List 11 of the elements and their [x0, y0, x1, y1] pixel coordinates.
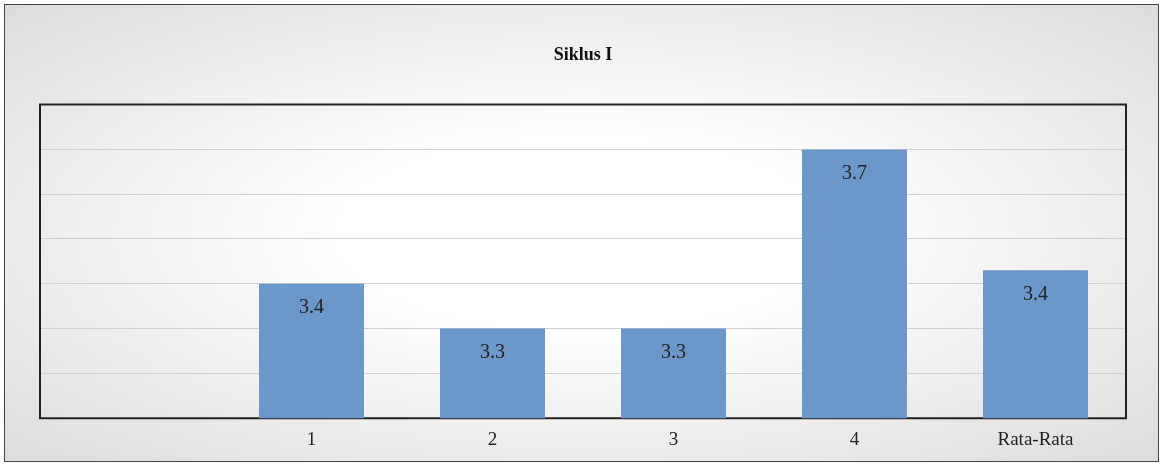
- data-label: 3.7: [842, 160, 867, 183]
- x-tick-label: Rata-Rata: [997, 427, 1075, 449]
- x-tick-label: 4: [849, 427, 860, 449]
- data-label: 3.3: [480, 339, 505, 362]
- data-label: 3.3: [661, 339, 686, 362]
- data-label: 3.4: [1023, 281, 1048, 304]
- x-tick-label: 3: [668, 427, 679, 449]
- x-tick-label: 2: [487, 427, 498, 449]
- chart-title: Siklus I: [553, 44, 613, 65]
- data-label: 3.4: [299, 295, 324, 318]
- x-tick-label: 1: [306, 427, 317, 449]
